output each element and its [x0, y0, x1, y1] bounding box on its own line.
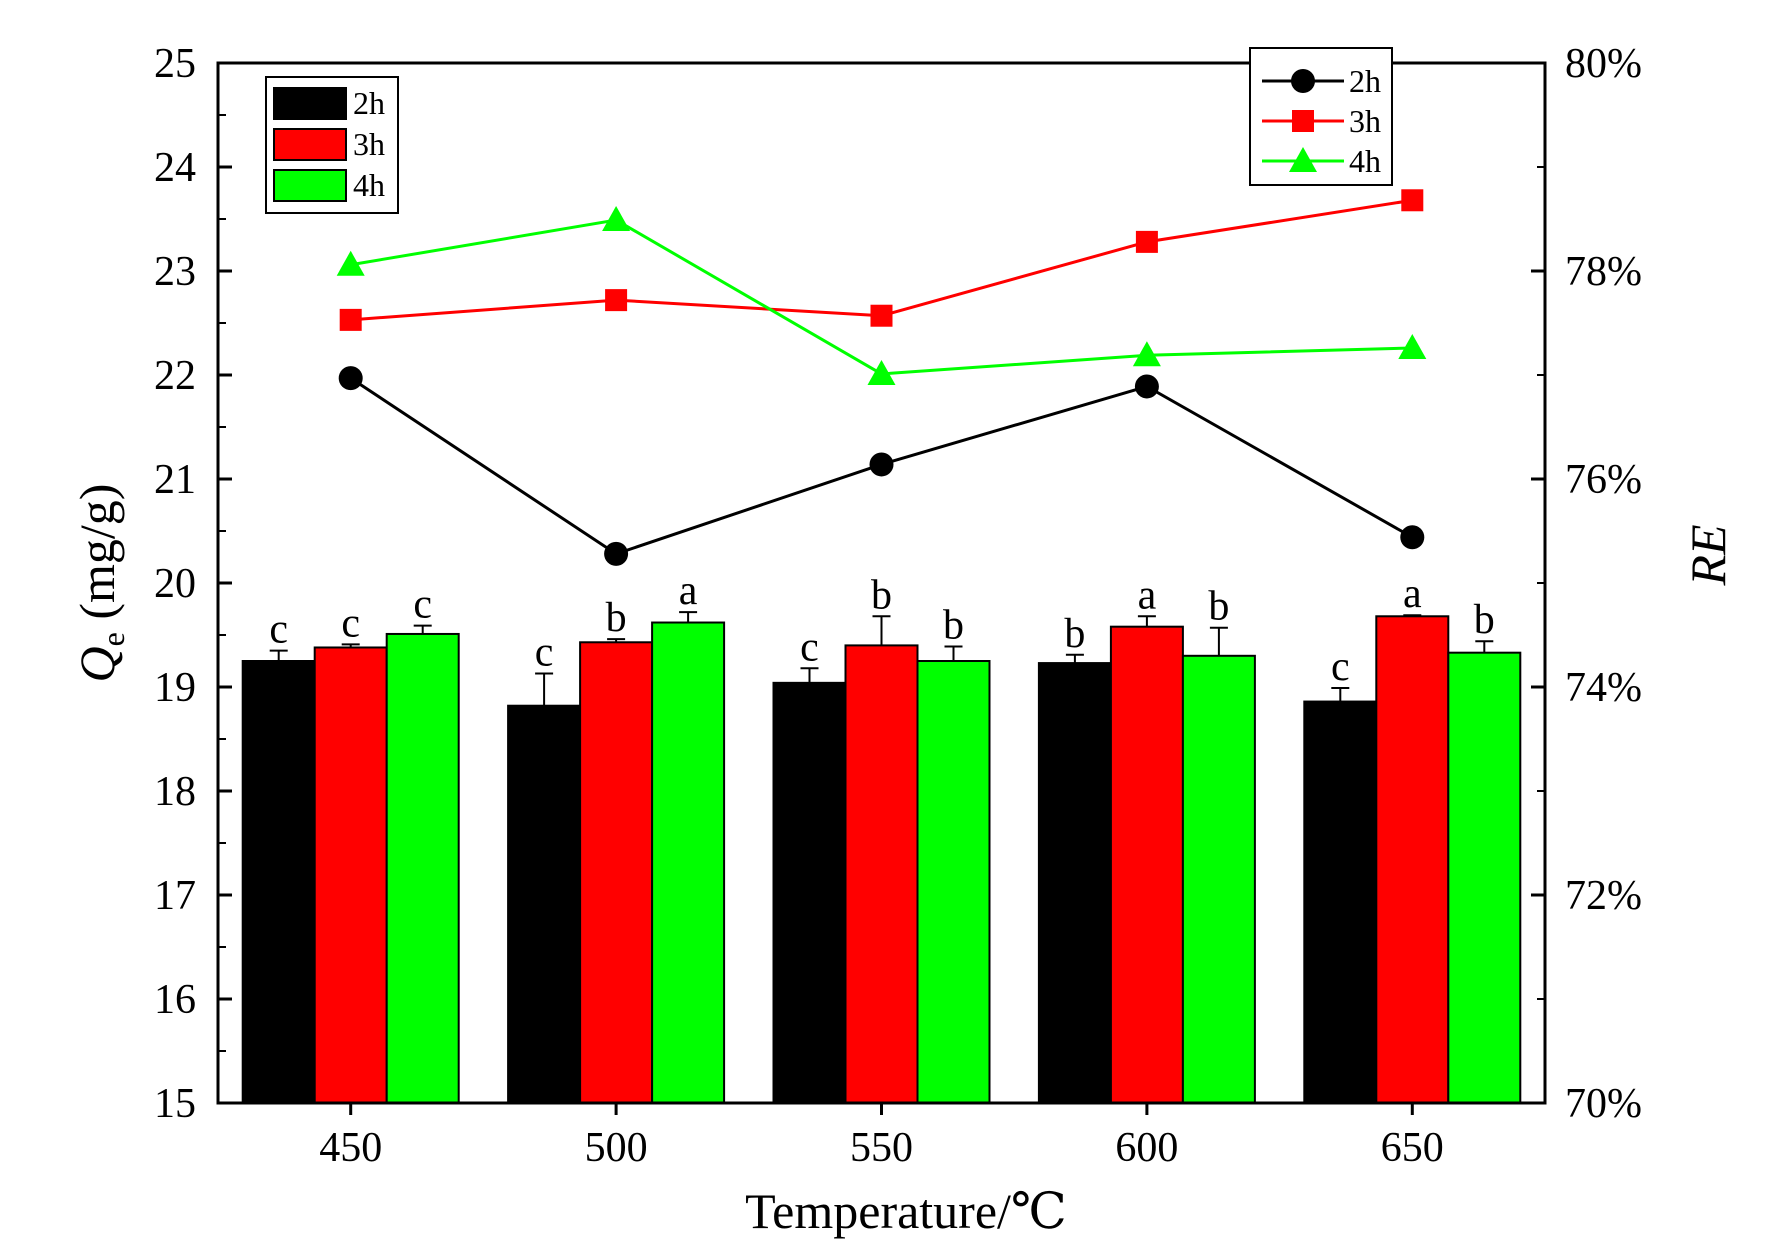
y-axis-subscript: e — [95, 632, 131, 646]
significance-label-2h-550: c — [800, 624, 819, 670]
significance-label-2h-650: c — [1331, 644, 1350, 690]
legend-bar-label-2h: 2h — [353, 85, 385, 121]
legends-layer: 2h 3h 4h 2h 3h 4h — [265, 47, 1393, 214]
y-left-tick-label-17: 17 — [154, 873, 196, 919]
x-tick-label-550: 550 — [850, 1125, 913, 1171]
bar-2h-650 — [1303, 700, 1378, 1104]
legend-bars: 2h 3h 4h — [265, 76, 399, 214]
bar-4h-650 — [1447, 651, 1522, 1104]
significance-label-4h-450: c — [413, 582, 432, 628]
significance-label-2h-450: c — [269, 607, 288, 653]
y-left-tick-label-21: 21 — [154, 457, 196, 503]
line-4h — [350, 218, 1413, 376]
error-bars-layer — [269, 611, 1494, 706]
marker-2h-500 — [604, 541, 629, 566]
bar-2h-550 — [772, 681, 847, 1105]
legend-bar-label-3h: 3h — [353, 126, 385, 162]
y-left-tick-label-25: 25 — [154, 41, 196, 87]
bar-3h-650 — [1375, 615, 1450, 1105]
bar-4h-600 — [1181, 654, 1256, 1104]
axes-layer: 15 16 17 18 19 20 21 22 23 24 25 70% 72% 74% 76% 78% 80%… — [154, 41, 1642, 1171]
significance-label-2h-500: c — [535, 629, 554, 675]
y-axis-title-right: RE — [1680, 524, 1736, 586]
y-left-tick-label-18: 18 — [154, 769, 196, 815]
legend-line-label-3h: 3h — [1349, 103, 1381, 139]
marker-3h-500 — [605, 289, 628, 312]
significance-label-4h-550: b — [943, 602, 964, 648]
legend-lines: 2h 3h 4h — [1249, 47, 1393, 186]
bar-3h-500 — [579, 641, 654, 1105]
y-left-tick-label-24: 24 — [154, 145, 196, 191]
y-left-tick-label-23: 23 — [154, 249, 196, 295]
significance-label-3h-550: b — [871, 572, 892, 618]
marker-4h-550 — [867, 359, 896, 385]
y-right-tick-label-70%: 70% — [1565, 1081, 1642, 1127]
marker-2h-650 — [1400, 525, 1425, 550]
significance-label-3h-500: b — [606, 595, 627, 641]
y-axis-symbol: Q — [69, 646, 125, 682]
marker-4h-450 — [336, 250, 365, 276]
line-3h — [350, 198, 1413, 322]
significance-label-2h-600: b — [1064, 611, 1085, 657]
bar-2h-450 — [241, 660, 316, 1104]
x-axis-title: Temperature/℃ — [745, 1183, 1067, 1239]
significance-label-4h-500: a — [679, 568, 698, 614]
y-left-tick-label-20: 20 — [154, 561, 196, 607]
bar-2h-500 — [507, 704, 582, 1104]
marker-3h-650 — [1401, 189, 1424, 212]
legend-line-marker-2h — [1291, 69, 1315, 93]
y-axis-title-left: Qe (mg/g) — [69, 484, 131, 683]
significance-label-4h-600: b — [1208, 584, 1229, 630]
significance-label-3h-450: c — [341, 600, 360, 646]
y-right-tick-label-74%: 74% — [1565, 665, 1642, 711]
legend-bar-swatch-3h — [273, 128, 347, 161]
y-left-tick-label-19: 19 — [154, 665, 196, 711]
legend-line-marker-4h — [1289, 147, 1317, 172]
bars-layer — [241, 615, 1522, 1105]
bar-4h-550 — [916, 660, 991, 1104]
legend-bar-swatch-2h — [273, 87, 347, 120]
legend-line-label-2h: 2h — [1349, 63, 1381, 99]
y-axis-units: (mg/g) — [69, 484, 125, 633]
y-left-tick-label-15: 15 — [154, 1081, 196, 1127]
lines-layer — [336, 189, 1427, 566]
x-tick-label-500: 500 — [585, 1125, 648, 1171]
marker-3h-450 — [339, 308, 362, 331]
bar-3h-550 — [844, 644, 919, 1105]
x-tick-label-650: 650 — [1381, 1125, 1444, 1171]
x-tick-label-450: 450 — [319, 1125, 382, 1171]
bar-3h-600 — [1109, 625, 1184, 1104]
significance-label-4h-650: b — [1474, 597, 1495, 643]
marker-4h-600 — [1132, 341, 1161, 367]
bar-4h-500 — [651, 621, 726, 1105]
legend-line-marker-3h — [1292, 110, 1314, 132]
legend-bar-swatch-4h — [273, 169, 347, 202]
bar-3h-450 — [313, 646, 388, 1104]
bar-4h-450 — [385, 632, 460, 1105]
bar-2h-600 — [1037, 662, 1112, 1105]
significance-labels-layer: c c c b c c b b a a c a b b b — [269, 568, 1494, 690]
marker-3h-600 — [1135, 230, 1158, 253]
y-right-tick-label-76%: 76% — [1565, 457, 1642, 503]
legend-bar-label-4h: 4h — [353, 167, 385, 203]
y-left-tick-label-16: 16 — [154, 977, 196, 1023]
y-right-tick-label-80%: 80% — [1565, 41, 1642, 87]
y-left-tick-label-22: 22 — [154, 353, 196, 399]
marker-2h-600 — [1134, 374, 1159, 399]
marker-4h-500 — [602, 206, 631, 232]
marker-3h-550 — [870, 304, 893, 327]
y-right-tick-label-78%: 78% — [1565, 249, 1642, 295]
y-right-tick-label-72%: 72% — [1565, 873, 1642, 919]
significance-label-3h-600: a — [1138, 572, 1157, 618]
marker-2h-450 — [338, 366, 363, 391]
marker-4h-650 — [1398, 333, 1427, 359]
significance-label-3h-650: a — [1403, 571, 1422, 617]
legend-line-label-4h: 4h — [1349, 143, 1381, 179]
x-tick-label-600: 600 — [1115, 1125, 1178, 1171]
marker-2h-550 — [869, 452, 894, 477]
